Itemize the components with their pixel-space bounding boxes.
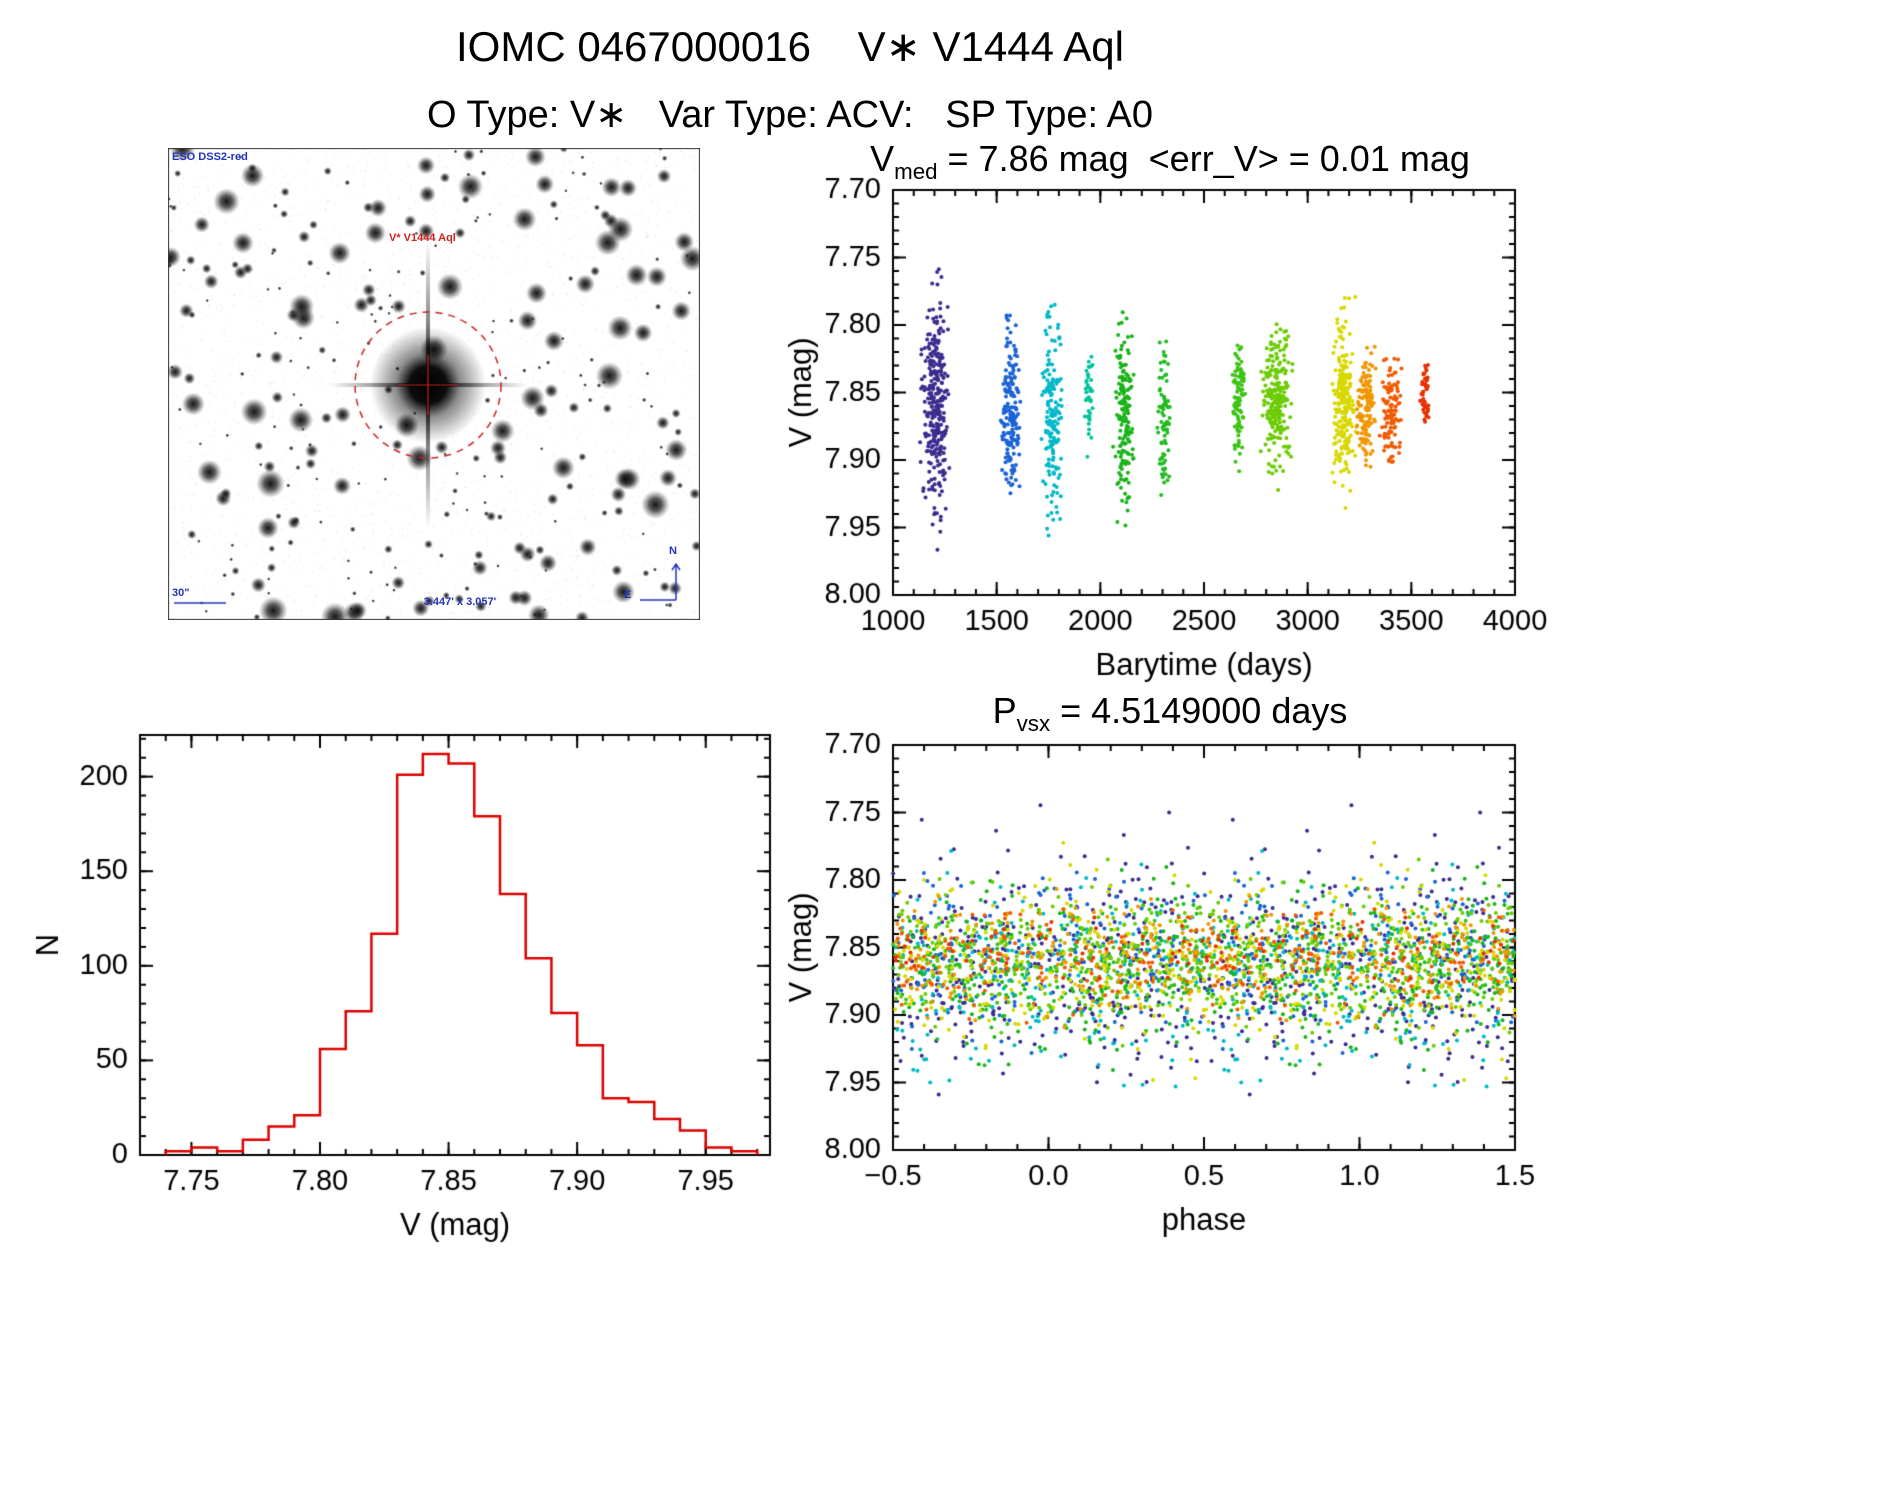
finder-compass-north-label: N [669,545,677,557]
finder-survey-label: ESO DSS2-red [172,151,248,163]
page-title-text: IOMC 0467000016 V∗ V1444 Aql [456,23,1124,70]
page-subtitle-text: O Type: V∗ Var Type: ACV: SP Type: A0 [426,94,1154,136]
v-magnitude-histogram-plot [30,720,790,1300]
finder-compass-east-label: E [624,589,632,601]
finder-fov-label: 3.447' x 3.057' [423,596,497,608]
phase-lightcurve-plot [770,720,1570,1300]
finder-scale-label: 30" [172,587,190,599]
page-title: IOMC 0467000016 V∗ V1444 Aql [0,22,1580,71]
finder-chart-image [168,148,700,620]
barytime-lightcurve-plot [770,165,1570,685]
finder-target-label: V* V1444 Aql [389,232,456,244]
page-subtitle: O Type: V∗ Var Type: ACV: SP Type: A0 [0,92,1580,137]
